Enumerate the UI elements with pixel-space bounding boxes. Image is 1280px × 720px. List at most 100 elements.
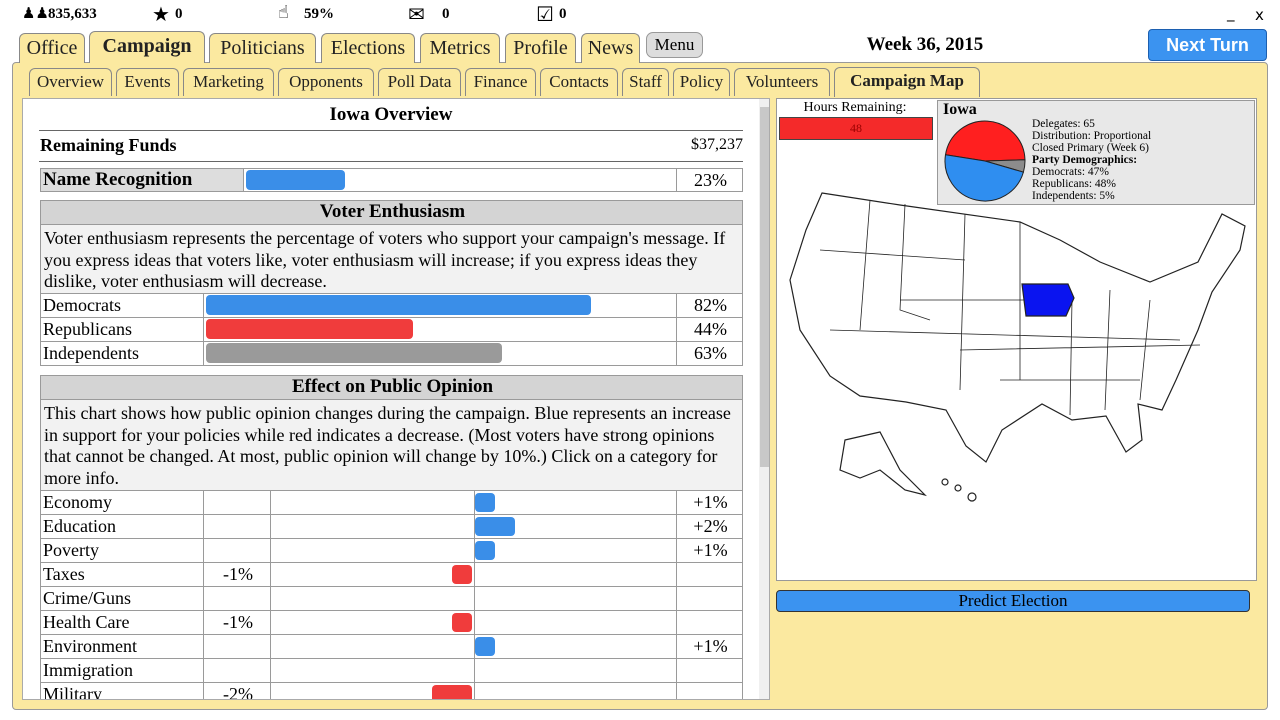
main-tab[interactable]: Metrics	[420, 33, 500, 63]
week-label: Week 36, 2015	[866, 34, 984, 55]
row-label[interactable]: Immigration	[40, 658, 204, 683]
predict-button[interactable]: Predict Election	[776, 590, 1250, 612]
section-header: Voter Enthusiasm	[40, 200, 743, 225]
row-value: 44%	[676, 317, 743, 342]
opinion-bar	[475, 637, 495, 656]
neg-bar-cell	[270, 634, 475, 659]
funds: 835,633	[48, 6, 97, 22]
next-turn-button[interactable]: Next Turn	[1148, 29, 1267, 61]
close-button[interactable]: x	[1255, 6, 1264, 24]
enthusiasm-bar	[206, 319, 413, 339]
neg-cell	[203, 538, 271, 563]
row-label: Democrats	[40, 293, 204, 318]
funds-label: Remaining Funds	[40, 135, 177, 155]
pos-bar-cell	[474, 538, 677, 563]
sub-tab[interactable]: Poll Data	[378, 68, 461, 96]
neg-cell	[203, 514, 271, 539]
row-value: 63%	[676, 341, 743, 366]
main-tab[interactable]: Elections	[321, 33, 415, 63]
pos-cell: +2%	[676, 514, 743, 539]
divider	[39, 130, 743, 131]
sub-tab[interactable]: Finance	[465, 68, 536, 96]
opinion-bar	[452, 613, 472, 632]
demographics-title: Party Demographics:	[1032, 154, 1138, 166]
name-recognition-value: 23%	[676, 168, 743, 192]
neg-cell	[203, 658, 271, 683]
sub-tab[interactable]: Marketing	[183, 68, 274, 96]
pos-bar-cell	[474, 682, 677, 699]
state-name: Iowa	[943, 101, 977, 118]
sub-tab[interactable]: Staff	[622, 68, 669, 96]
main-tab[interactable]: Campaign	[89, 31, 205, 63]
neg-bar-cell	[270, 562, 475, 587]
neg-bar-cell	[270, 610, 475, 635]
name-recognition-bar	[246, 170, 345, 190]
pos-cell: +1%	[676, 490, 743, 515]
row-label[interactable]: Economy	[40, 490, 204, 515]
sub-tab[interactable]: Events	[116, 68, 179, 96]
demographic-line: Democrats: 47%	[1032, 166, 1109, 178]
stars: 0	[175, 6, 183, 22]
row-label: Republicans	[40, 317, 204, 342]
sub-tab[interactable]: Policy	[673, 68, 730, 96]
row-label[interactable]: Poverty	[40, 538, 204, 563]
pos-bar-cell	[474, 586, 677, 611]
sub-tab[interactable]: Opponents	[278, 68, 374, 96]
funds-value: $37,237	[691, 136, 743, 153]
row-label[interactable]: Education	[40, 514, 204, 539]
hours-bar: 48	[779, 117, 933, 140]
neg-cell	[203, 586, 271, 611]
sub-tab[interactable]: Contacts	[540, 68, 618, 96]
pos-bar-cell	[474, 610, 677, 635]
main-tab[interactable]: Politicians	[209, 33, 316, 63]
state-box: Iowa Delegates: 65 Distribution: Proporti…	[937, 100, 1255, 205]
scrollbar[interactable]	[759, 99, 769, 699]
state-details: Delegates: 65 Distribution: Proportional C…	[1032, 118, 1151, 202]
detail-line: Distribution: Proportional	[1032, 130, 1152, 142]
minimize-button[interactable]: _	[1227, 4, 1235, 22]
hours-label: Hours Remaining:	[803, 100, 907, 115]
name-recognition-label: Name Recognition	[40, 168, 244, 192]
row-label[interactable]: Health Care	[40, 610, 204, 635]
pos-cell	[676, 562, 743, 587]
menu-button[interactable]: Menu	[646, 32, 703, 58]
detail-line: Closed Primary (Week 6)	[1032, 142, 1149, 154]
neg-bar-cell	[270, 538, 475, 563]
row-label[interactable]: Environment	[40, 634, 204, 659]
approval: 59%	[304, 6, 334, 22]
neg-cell	[203, 634, 271, 659]
neg-cell: -1%	[203, 610, 271, 635]
main-tab[interactable]: Office	[19, 33, 85, 63]
neg-bar-cell	[270, 514, 475, 539]
section-description: Voter enthusiasm represents the percenta…	[40, 224, 743, 294]
pos-cell: +1%	[676, 538, 743, 563]
pos-cell	[676, 682, 743, 699]
sub-tab[interactable]: Overview	[29, 68, 112, 96]
mail-icon: ✉	[408, 2, 425, 26]
scroll-thumb[interactable]	[760, 107, 769, 467]
divider	[39, 161, 743, 162]
row-label[interactable]: Taxes	[40, 562, 204, 587]
opinion-bar	[452, 565, 472, 584]
section-header: Effect on Public Opinion	[40, 375, 743, 400]
sub-tab[interactable]: Volunteers	[734, 68, 830, 96]
main-tab[interactable]: Profile	[505, 33, 576, 63]
overview-title: Iowa Overview	[329, 104, 453, 125]
row-label[interactable]: Military	[40, 682, 204, 699]
neg-cell: -2%	[203, 682, 271, 699]
detail-line: Delegates: 65	[1032, 118, 1095, 130]
pie-slice	[944, 120, 1026, 162]
enthusiasm-bar	[206, 343, 503, 363]
status-bar: ♟♟ 835,633 ★ 0 ☝ 59% ✉ 0 ☑ 0 _ x	[22, 2, 1272, 28]
row-label[interactable]: Crime/Guns	[40, 586, 204, 611]
neg-bar-cell	[270, 586, 475, 611]
demographic-line: Independents: 5%	[1032, 190, 1115, 202]
main-tab[interactable]: News	[581, 33, 640, 63]
check-icon: ☑	[536, 2, 554, 26]
pie-slice	[944, 154, 1025, 202]
opinion-bar	[475, 517, 515, 536]
sub-tab[interactable]: Campaign Map	[834, 67, 980, 97]
pos-cell	[676, 610, 743, 635]
enthusiasm-bar	[206, 295, 592, 315]
neg-bar-cell	[270, 658, 475, 683]
